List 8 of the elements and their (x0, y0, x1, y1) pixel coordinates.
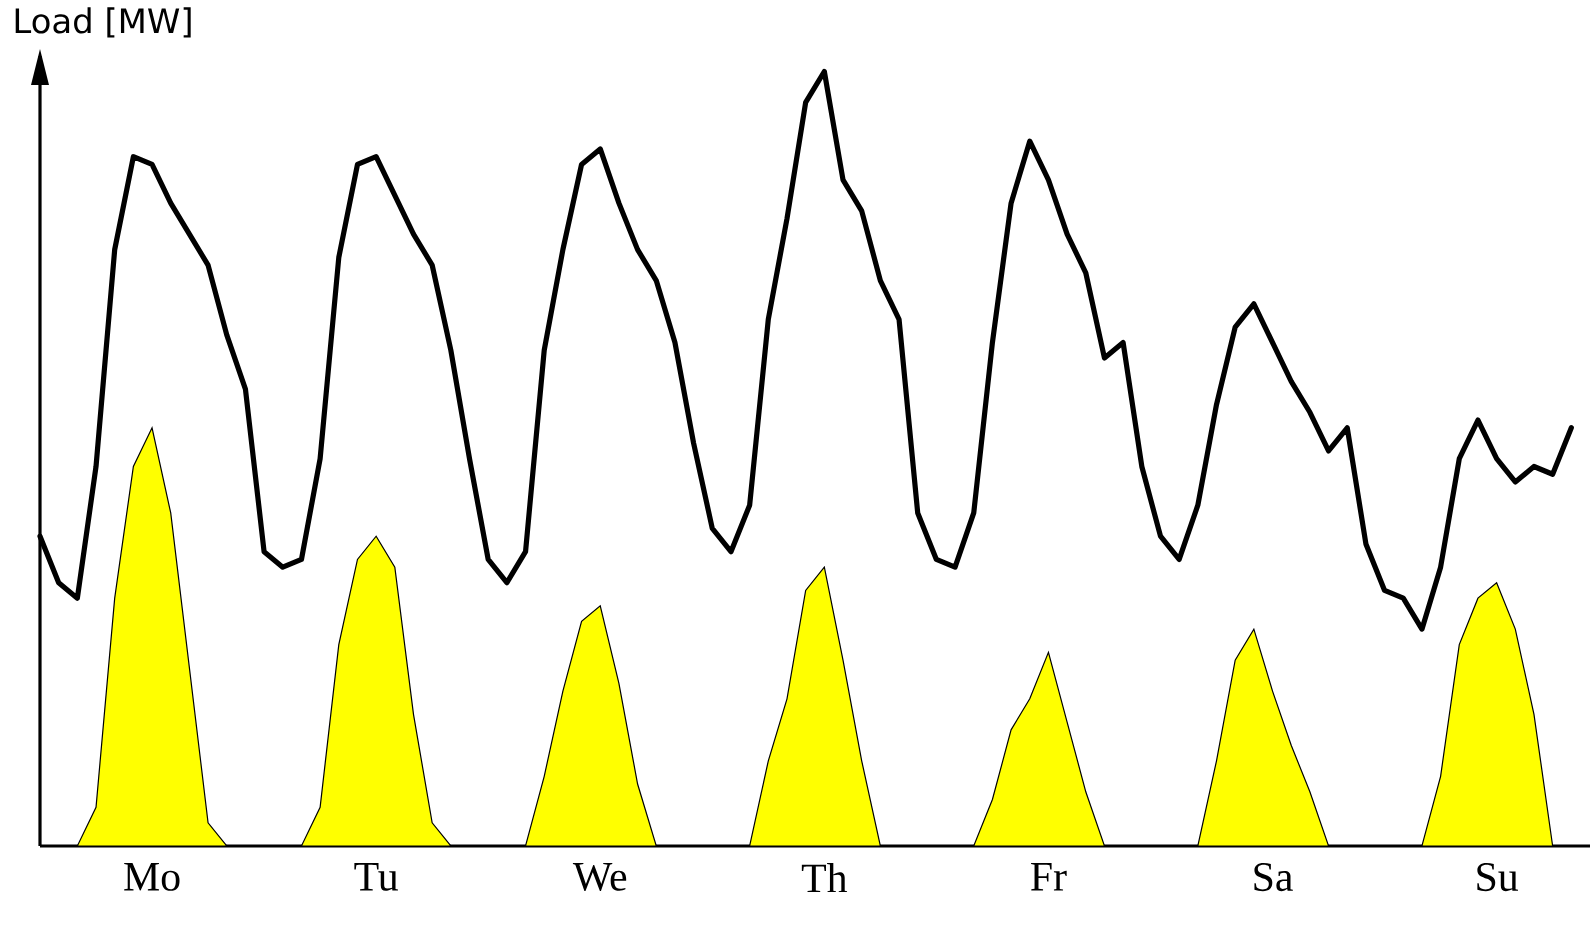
x-tick-label: Mo (124, 863, 180, 891)
x-tick-label: We (572, 863, 627, 892)
x-tick-label: Sa (1254, 863, 1293, 892)
x-tick-label: Tu (354, 863, 398, 891)
x-tick-label: Th (801, 863, 848, 893)
y-axis-title: Load [MW] (15, 7, 191, 38)
x-tick-label: Su (1477, 863, 1519, 892)
x-tick-label: Fr (1031, 863, 1067, 891)
